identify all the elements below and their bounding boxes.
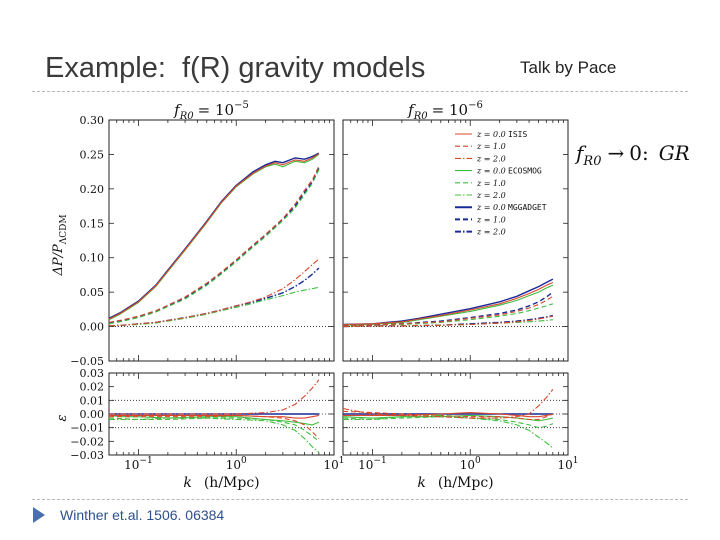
series-right-bottom-ecosmog-z1 (342, 416, 554, 429)
x-axis-label-units: (h/Mpc) (438, 475, 494, 491)
citation-text: Winther et.al. 1506. 06384 (60, 507, 225, 523)
panel-title-exponent: −6 (468, 100, 483, 111)
top-y-tick-label: 0.10 (80, 252, 105, 265)
x-tick-base: 10 (226, 458, 241, 472)
legend-redshift: z = 1.0 (476, 179, 506, 188)
series-left-top-isis-z2 (108, 258, 320, 327)
x-tick-exponent: −1 (373, 456, 386, 466)
series-right-top-isis-z1 (342, 295, 554, 327)
legend-redshift: z = 1.0 (476, 142, 506, 151)
series-left-bottom-isis-z1 (109, 414, 320, 439)
bottom-y-tick-label: 0.03 (80, 367, 105, 380)
series-right-top-ecosmog-z0 (342, 284, 554, 326)
bottom-y-tick-label: 0.01 (80, 394, 105, 407)
x-tick-base: 10 (557, 458, 572, 472)
right-x-axis-label: k (h/Mpc) (417, 475, 493, 491)
panel-title-sub: R0 (179, 111, 195, 122)
annotation-zero: 0: (629, 141, 648, 165)
series-left-top-isis-z0 (108, 153, 320, 320)
x-tick-base: 10 (323, 458, 338, 472)
top-y-tick-label: 0.30 (80, 114, 105, 127)
series-right-top-isis-z0 (342, 281, 554, 326)
x-tick-base: 10 (124, 458, 139, 472)
bullet-arrow-icon (33, 507, 45, 523)
left-panel-title: fR0 = 10−5 (173, 100, 249, 122)
panel-title-value: = 10 (432, 101, 468, 119)
series-left-bottom-ecosmog-z2 (109, 417, 320, 453)
legend-redshift: z = 0.0 (476, 167, 506, 176)
x-tick-base: 10 (460, 458, 475, 472)
bottom-y-tick-label: −0.03 (70, 449, 104, 462)
panel-title-sub: R0 (413, 111, 429, 122)
panel-title-exponent: −5 (234, 100, 249, 111)
panel-title-value: = 10 (198, 101, 234, 119)
right-x-tick-label: 101 (557, 456, 578, 472)
right-x-tick-label: 100 (460, 456, 481, 472)
top-y-tick-label: 0.15 (80, 217, 105, 230)
x-tick-base: 10 (358, 458, 373, 472)
legend-redshift: z = 2.0 (476, 154, 506, 163)
right-panel-title: fR0 = 10−6 (407, 100, 483, 122)
left-x-axis-label: k (h/Mpc) (183, 475, 259, 491)
x-axis-label-units: (h/Mpc) (204, 475, 260, 491)
series-left-top-isis-z1 (108, 165, 320, 323)
series-right-bottom-isis-z1 (342, 410, 554, 421)
top-y-tick-label: 0.05 (80, 286, 105, 299)
svg-text:fR0→0:GR: fR0 → 0: GR (574, 141, 690, 169)
legend-code: ISIS (508, 130, 527, 139)
series-left-bottom-isis-z2 (109, 379, 320, 415)
annotation-arrow: → (607, 141, 624, 165)
slide-title: Example: f(R) gravity models (45, 52, 426, 84)
x-axis-label-k: k (417, 475, 425, 491)
legend-code: MGGADGET (508, 203, 547, 212)
y-axis-label-sub: ΛCDM (59, 214, 69, 245)
annotation-sub: R0 (582, 154, 601, 169)
x-tick-exponent: 0 (475, 456, 481, 466)
right-x-tick-label: 10−1 (358, 456, 387, 472)
bottom-y-tick-label: 0.00 (80, 408, 105, 421)
x-tick-exponent: 0 (241, 456, 247, 466)
y-axis-label-main: ΔP/P (51, 244, 66, 277)
legend-code: ECOSMOG (508, 167, 542, 176)
bottom-y-axis-label: ε (55, 414, 70, 421)
series-left-bottom-isis-z0 (109, 414, 320, 419)
series-left-top-ecosmog-z2 (108, 286, 320, 327)
left-top-frame (108, 119, 335, 362)
left-x-tick-label: 10−1 (124, 456, 153, 472)
top-y-tick-label: −0.05 (70, 355, 104, 368)
top-y-axis-label: ΔP/PΛCDM (51, 214, 69, 276)
bottom-y-tick-label: −0.02 (70, 435, 104, 448)
limit-annotation: fR0 → 0: GR (574, 141, 690, 169)
legend-redshift: z = 0.0 (476, 130, 506, 139)
series-right-top-mggadget-z0 (342, 278, 554, 326)
x-tick-exponent: −1 (139, 456, 152, 466)
legend-redshift: z = 2.0 (476, 191, 506, 200)
series-right-bottom-ecosmog-z2 (343, 414, 554, 449)
x-tick-exponent: 1 (339, 456, 345, 466)
top-y-tick-label: 0.00 (80, 321, 105, 334)
top-y-tick-label: 0.25 (80, 148, 105, 161)
top-divider (32, 91, 688, 92)
x-axis-label-k: k (183, 475, 191, 491)
bottom-divider (32, 499, 688, 500)
panel-title-f: f (173, 101, 182, 119)
top-y-tick-label: 0.20 (80, 183, 105, 196)
series-right-top-isis-z2 (342, 315, 554, 328)
series-left-bottom-ecosmog-z1 (108, 417, 320, 442)
x-tick-exponent: 1 (573, 456, 579, 466)
panel-title-f: f (407, 101, 416, 119)
left-x-tick-label: 100 (226, 456, 247, 472)
left-x-tick-label: 101 (323, 456, 344, 472)
series-left-top-mggadget-z1 (108, 167, 320, 324)
legend-redshift: z = 2.0 (476, 228, 506, 237)
talk-attribution: Talk by Pace (520, 58, 617, 77)
bottom-y-tick-label: 0.02 (80, 381, 105, 394)
legend-redshift: z = 1.0 (476, 215, 506, 224)
bottom-y-tick-label: −0.01 (70, 422, 104, 435)
series-right-bottom-isis-z2 (342, 389, 554, 419)
legend-redshift: z = 0.0 (476, 203, 506, 212)
annotation-gr: GR (659, 141, 690, 165)
